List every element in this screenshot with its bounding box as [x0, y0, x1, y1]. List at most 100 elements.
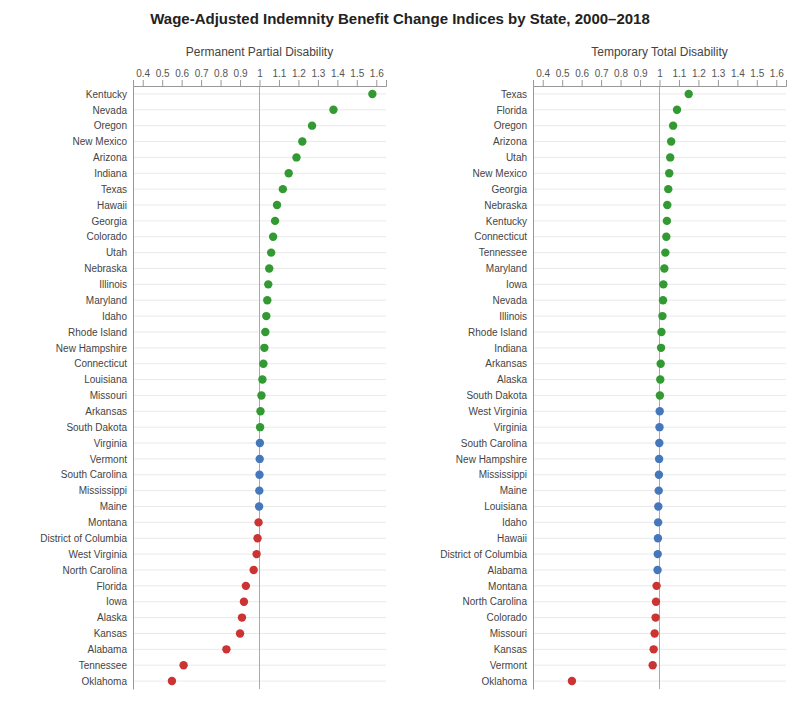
tick: Idaho	[502, 517, 533, 528]
dot	[284, 169, 292, 177]
tick-label: Missouri	[90, 390, 127, 401]
tick-label: Hawaii	[97, 200, 127, 211]
dot	[653, 566, 661, 574]
tick-label: 1.4	[331, 68, 345, 79]
dot	[655, 486, 663, 494]
tick-label: Nebraska	[84, 263, 127, 274]
tick: Alaska	[497, 374, 533, 385]
dot	[242, 582, 250, 590]
tick: 1.1	[673, 68, 687, 86]
dot	[257, 391, 265, 399]
dot	[662, 233, 670, 241]
tick-label: Nevada	[493, 295, 528, 306]
tick: Nevada	[493, 295, 533, 306]
tick-label: Arkansas	[485, 358, 527, 369]
tick-label: Montana	[88, 517, 127, 528]
dot	[655, 423, 663, 431]
tick-label: New Mexico	[73, 136, 128, 147]
dot	[655, 455, 663, 463]
tick: New Mexico	[73, 136, 133, 147]
tick: 0.4	[536, 68, 550, 86]
tick: 1	[257, 68, 263, 86]
tick: Hawaii	[497, 533, 533, 544]
tick: Kentucky	[86, 89, 133, 100]
tick-label: Alabama	[488, 565, 528, 576]
dot	[259, 359, 267, 367]
tick-mark	[776, 80, 777, 86]
dot	[238, 613, 246, 621]
tick: 1.2	[292, 68, 306, 86]
tick: North Carolina	[463, 596, 533, 607]
dot	[271, 217, 279, 225]
tick-mark	[698, 80, 699, 86]
tick-label: Nevada	[93, 105, 128, 116]
dot	[298, 137, 306, 145]
dot	[256, 407, 264, 415]
tick-label: Nebraska	[484, 200, 527, 211]
tick-label: Rhode Island	[468, 327, 527, 338]
dot	[663, 201, 671, 209]
tick-label: Colorado	[86, 231, 127, 242]
tick: Missouri	[490, 628, 533, 639]
tick: Virginia	[94, 438, 133, 449]
dot	[652, 598, 660, 606]
dot	[222, 645, 230, 653]
dot	[657, 328, 665, 336]
tick-label: North Carolina	[63, 565, 128, 576]
tick-mark	[298, 80, 299, 86]
dot	[265, 264, 273, 272]
tick-mark	[201, 80, 202, 86]
dot	[654, 502, 662, 510]
axis-line	[133, 87, 134, 690]
dot	[655, 439, 663, 447]
tick-label: Utah	[506, 152, 527, 163]
tick: 1.5	[350, 68, 364, 86]
tick-label: West Virginia	[468, 406, 527, 417]
tick-label: Texas	[501, 89, 527, 100]
dot	[261, 328, 269, 336]
dot	[258, 375, 266, 383]
tick: Illinois	[499, 311, 533, 322]
dot	[661, 248, 669, 256]
dot	[264, 280, 272, 288]
tick: New Mexico	[473, 168, 533, 179]
tick-label: 1.2	[292, 68, 306, 79]
tick: 0.7	[595, 68, 609, 86]
tick-label: Missouri	[490, 628, 527, 639]
tick: 0.5	[156, 68, 170, 86]
panel: 0.40.50.60.70.80.911.11.21.31.41.51.6Ken…	[40, 45, 386, 690]
dot	[240, 598, 248, 606]
tick-label: Arizona	[493, 136, 527, 147]
tick: West Virginia	[68, 549, 133, 560]
dot	[650, 629, 658, 637]
panel: 0.40.50.60.70.80.911.11.21.31.41.51.6Tex…	[440, 45, 786, 690]
tick-mark	[182, 80, 183, 86]
dot	[168, 677, 176, 685]
tick-mark	[279, 80, 280, 86]
tick-label: Colorado	[486, 612, 527, 623]
tick: Nebraska	[484, 200, 533, 211]
tick: Rhode Island	[68, 327, 133, 338]
tick-label: Oklahoma	[481, 676, 527, 687]
tick-label: Alabama	[88, 644, 128, 655]
tick-label: Kansas	[94, 628, 127, 639]
tick: Kentucky	[486, 216, 533, 227]
tick-mark	[562, 80, 563, 86]
tick-label: Indiana	[94, 168, 127, 179]
tick: Alaska	[97, 612, 133, 623]
tick: Iowa	[106, 596, 133, 607]
tick: Colorado	[86, 231, 133, 242]
tick-label: Tennessee	[79, 660, 128, 671]
tick-label: 0.8	[614, 68, 628, 79]
tick: Georgia	[491, 184, 533, 195]
tick-mark	[221, 80, 222, 86]
chart: Wage-Adjusted Indemnity Benefit Change I…	[0, 0, 800, 701]
tick-label: 1.4	[731, 68, 745, 79]
tick: Tennessee	[479, 247, 533, 258]
tick-mark	[143, 80, 144, 86]
dot	[684, 90, 692, 98]
tick: Idaho	[102, 311, 133, 322]
tick: Connecticut	[74, 358, 133, 369]
tick-label: Montana	[488, 581, 527, 592]
tick-label: South Dakota	[66, 422, 127, 433]
